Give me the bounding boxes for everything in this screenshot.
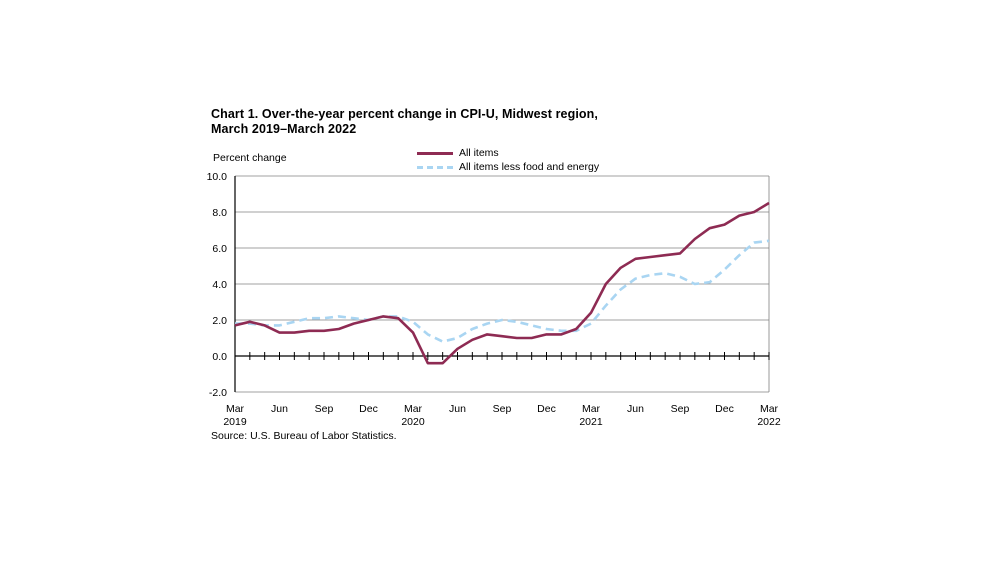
y-axis-tick-label: 10.0 [207,171,228,183]
chart-legend: All items All items less food and energy [417,146,599,174]
data-series-line [235,239,770,343]
y-axis-tick-label: 6.0 [212,243,227,255]
chart-source-note: Source: U.S. Bureau of Labor Statistics. [211,430,397,442]
chart-title-line2: March 2019–March 2022 [211,122,357,136]
data-series-line [234,201,770,365]
y-axis-tick-label: 0.0 [212,351,227,363]
x-axis-tick-label-month: Sep [493,403,512,415]
x-axis-tick-label-month: Mar [226,403,245,415]
x-axis-tick-label-month: Dec [537,403,556,415]
y-axis-tick-label: 4.0 [212,279,227,291]
legend-label-all-items: All items [459,147,499,159]
legend-label-core: All items less food and energy [459,161,600,173]
legend-swatch-solid-icon [417,146,453,160]
x-axis-tick-label-month: Jun [271,403,288,415]
x-axis-tick-label-month: Dec [359,403,378,415]
chart-title-line1: Chart 1. Over-the-year percent change in… [211,107,598,121]
x-axis-tick-label-month: Mar [582,403,601,415]
x-axis-tick-label-month: Jun [627,403,644,415]
x-axis-tick-label-year: 2022 [757,416,781,428]
y-axis-label: Percent change [213,152,287,164]
x-axis-tick-label-month: Sep [671,403,690,415]
x-axis-tick-label-month: Mar [404,403,423,415]
legend-item-core: All items less food and energy [417,160,599,174]
x-axis-tick-label-year: 2019 [223,416,247,428]
chart-title: Chart 1. Over-the-year percent change in… [211,107,771,137]
y-axis-tick-label: -2.0 [209,387,227,399]
x-axis-tick-label-month: Jun [449,403,466,415]
y-axis-tick-label: 2.0 [212,315,227,327]
x-axis-tick-label-month: Mar [760,403,779,415]
x-axis-tick-label-year: 2021 [579,416,603,428]
x-axis-tick-label-month: Sep [315,403,334,415]
y-axis-tick-label: 8.0 [212,207,227,219]
x-axis-tick-label-month: Dec [715,403,734,415]
legend-item-all-items: All items [417,146,599,160]
x-axis-tick-label-year: 2020 [401,416,425,428]
legend-swatch-dashed-icon [417,160,453,174]
